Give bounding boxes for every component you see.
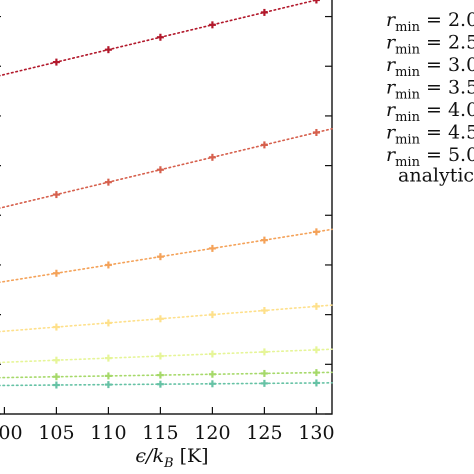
fit-line [0, 304, 333, 333]
data-point [104, 46, 112, 54]
data-point [312, 346, 320, 354]
series-3 [0, 228, 333, 284]
data-point [104, 372, 112, 380]
data-series [0, 0, 333, 389]
fit-line [0, 348, 333, 364]
plot-area [0, 0, 333, 415]
legend-entry: rmin = 5.0 [386, 144, 474, 170]
x-tick-label: 125 [246, 422, 282, 444]
data-point [208, 21, 216, 29]
legend-entry-analytic: analytic [398, 165, 474, 187]
data-point [104, 261, 112, 269]
data-point [312, 379, 320, 387]
legend-entry: rmin = 4.5 [386, 122, 474, 148]
data-point [104, 354, 112, 362]
data-point [156, 380, 164, 388]
data-point [312, 302, 320, 310]
data-point [52, 356, 60, 364]
data-point [52, 323, 60, 331]
fit-line [0, 127, 333, 209]
data-point [260, 307, 268, 314]
data-point [260, 369, 268, 377]
series-6 [0, 369, 333, 381]
data-point [312, 228, 320, 236]
series-4 [0, 302, 333, 333]
data-point [104, 178, 112, 186]
data-point [156, 253, 164, 261]
fit-line [0, 0, 320, 77]
data-point [208, 350, 216, 358]
x-tick-label: 105 [38, 422, 74, 444]
series-7 [0, 379, 333, 389]
fit-line [0, 371, 333, 379]
data-point [52, 269, 60, 277]
data-point [208, 370, 216, 378]
legend-entry: rmin = 3.0 [386, 54, 474, 80]
series-5 [0, 346, 333, 364]
data-point [156, 166, 164, 174]
data-point [260, 141, 268, 149]
plot-frame [0, 0, 333, 415]
fit-line [0, 228, 333, 284]
data-point [156, 33, 164, 41]
data-point [52, 381, 60, 389]
legend-entry: rmin = 2.5 [386, 32, 474, 58]
data-point [260, 379, 268, 387]
legend-entry: rmin = 2.0 [386, 9, 474, 35]
data-point [260, 348, 268, 356]
data-point [156, 315, 164, 323]
data-point [208, 380, 216, 388]
data-point [156, 371, 164, 379]
data-point [260, 8, 268, 16]
series-1 [0, 0, 320, 77]
x-tick-label: 100 [0, 422, 23, 444]
data-point [52, 373, 60, 381]
series-2 [0, 127, 333, 209]
data-point [208, 244, 216, 252]
x-axis-title: ϵ/kB [K] [135, 445, 208, 471]
x-tick-label: 115 [142, 422, 178, 444]
x-tick-label: 130 [298, 422, 334, 444]
x-tick-label: 110 [90, 422, 126, 444]
data-point [312, 0, 320, 4]
data-point [312, 369, 320, 377]
x-axis-label: ϵ/kB [K] [135, 445, 208, 471]
x-tick-label: 120 [194, 422, 230, 444]
data-point [52, 191, 60, 199]
fit-line [0, 382, 333, 387]
data-point [104, 319, 112, 327]
data-point [312, 128, 320, 136]
legend-entry: rmin = 3.5 [386, 77, 474, 103]
data-point [208, 153, 216, 161]
x-axis: 100 105 110 115 120 125 130 [0, 407, 335, 444]
data-point [156, 352, 164, 360]
legend-entry: rmin = 4.0 [386, 99, 474, 125]
data-point [260, 236, 268, 244]
y-axis [0, 15, 332, 415]
data-point [104, 381, 112, 389]
data-point [208, 311, 216, 319]
data-point [52, 58, 60, 66]
